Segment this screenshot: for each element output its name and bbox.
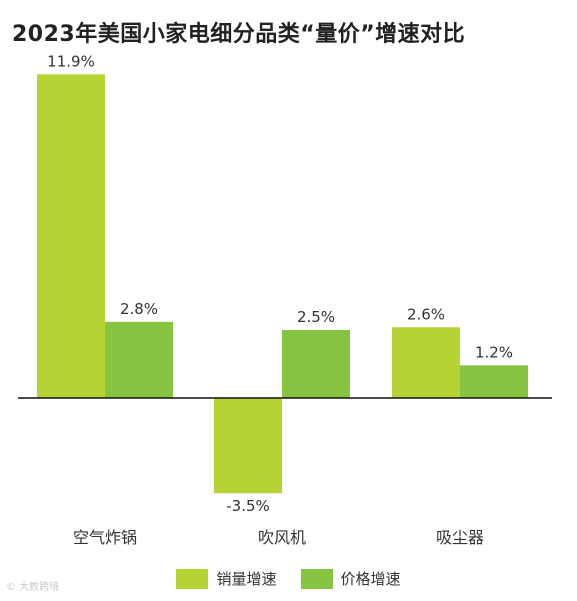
chart-title: 2023年美国小家电细分品类“量价”增速对比 [12, 22, 466, 47]
legend-label-price: 价格增速 [340, 570, 401, 588]
data-label-price-2: 1.2% [475, 343, 513, 361]
bar-sales-1 [214, 398, 282, 494]
category-label-2: 吸尘器 [436, 528, 484, 547]
category-label-1: 吹风机 [258, 528, 306, 547]
legend-swatch-price [300, 568, 333, 589]
bar-price-2 [460, 365, 528, 398]
bar-sales-2 [392, 327, 460, 398]
data-label-price-0: 2.8% [120, 300, 158, 318]
legend-item-sales: 销量增速 [176, 568, 277, 589]
legend: 销量增速 价格增速 [0, 568, 577, 589]
legend-swatch-sales [176, 568, 209, 589]
data-label-sales-1: -3.5% [226, 497, 270, 515]
legend-item-price: 价格增速 [300, 568, 401, 589]
bar-sales-0 [37, 74, 105, 398]
watermark: © 大数跨境 [6, 582, 60, 593]
legend-label-sales: 销量增速 [216, 570, 277, 588]
data-label-price-1: 2.5% [297, 308, 335, 326]
data-label-sales-0: 11.9% [47, 52, 95, 70]
bar-price-0 [105, 321, 173, 398]
data-label-sales-2: 2.6% [407, 305, 445, 323]
bar-price-1 [282, 330, 350, 398]
category-label-0: 空气炸锅 [73, 528, 137, 547]
